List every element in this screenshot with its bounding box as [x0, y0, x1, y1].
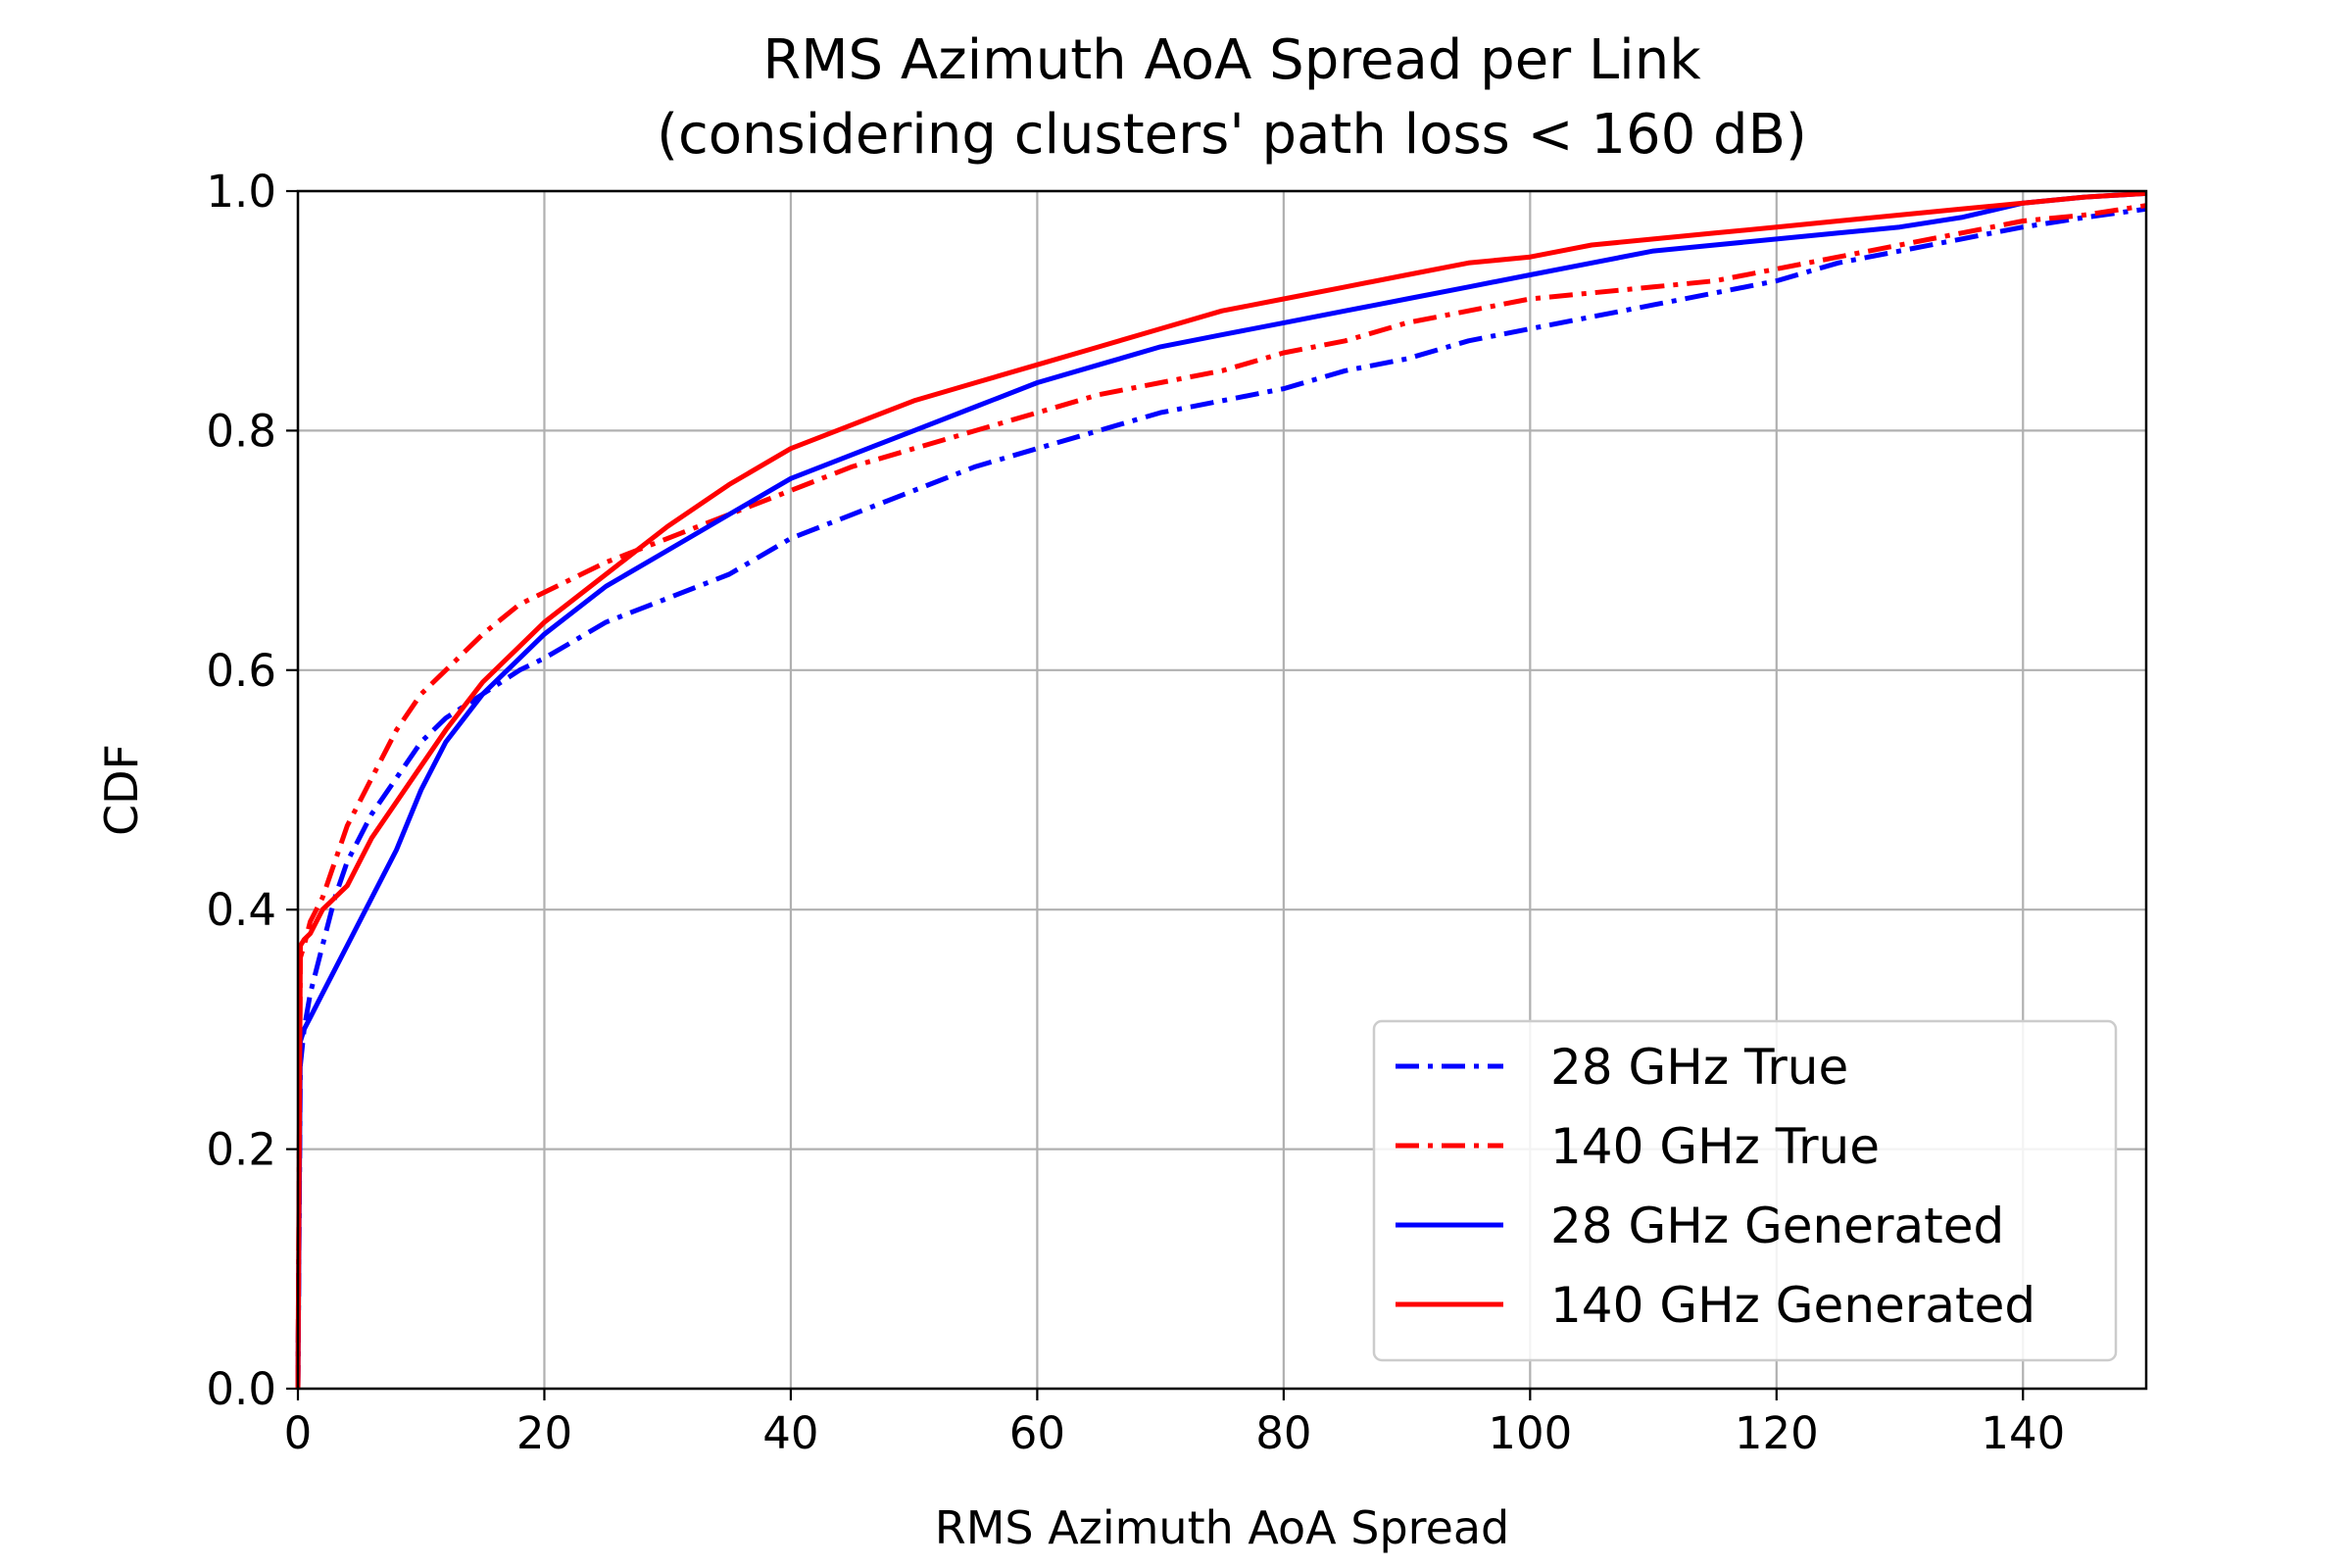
x-axis-label: RMS Azimuth AoA Spread	[935, 1501, 1510, 1554]
x-tick-label: 140	[1981, 1407, 2065, 1459]
y-tick-label: 0.8	[206, 405, 276, 457]
y-tick-label: 0.2	[206, 1124, 276, 1176]
legend-label: 140 GHz Generated	[1550, 1277, 2035, 1334]
x-tick-label: 40	[762, 1407, 818, 1459]
x-tick-label: 120	[1735, 1407, 1819, 1459]
legend: 28 GHz True 140 GHz True 28 GHz Generated 1…	[1372, 1019, 2118, 1362]
x-tick-label: 20	[516, 1407, 572, 1459]
x-tick-label: 60	[1009, 1407, 1065, 1459]
legend-label: 28 GHz Generated	[1550, 1198, 2004, 1254]
y-tick-label: 0.6	[206, 645, 276, 697]
legend-label: 28 GHz True	[1550, 1039, 1848, 1096]
x-tick-label: 80	[1255, 1407, 1311, 1459]
ticks: 0 20 40 60 80 100 120 140 0.0 0.2 0.4 0.6 0.8 1.0	[206, 166, 2065, 1459]
y-tick-label: 0.4	[206, 884, 276, 936]
series-line-2	[295, 190, 2147, 1390]
legend-box	[1372, 1019, 2118, 1362]
axes-frame	[296, 189, 2148, 1391]
y-tick-label: 0.0	[206, 1363, 276, 1415]
chart-title: RMS Azimuth AoA Spread per Link	[762, 28, 1701, 92]
y-tick-label: 1.0	[206, 166, 276, 218]
x-tick-label: 100	[1488, 1407, 1572, 1459]
plot-area	[295, 190, 2147, 1390]
x-tick-label: 0	[284, 1407, 313, 1459]
legend-label: 140 GHz True	[1550, 1118, 1880, 1175]
series-line-0	[295, 206, 2147, 1390]
series-line-1	[295, 203, 2147, 1390]
y-axis-label: CDF	[95, 744, 148, 836]
chart-subtitle: (considering clusters' path loss < 160 d…	[657, 103, 1807, 167]
series-line-3	[295, 190, 2147, 1390]
